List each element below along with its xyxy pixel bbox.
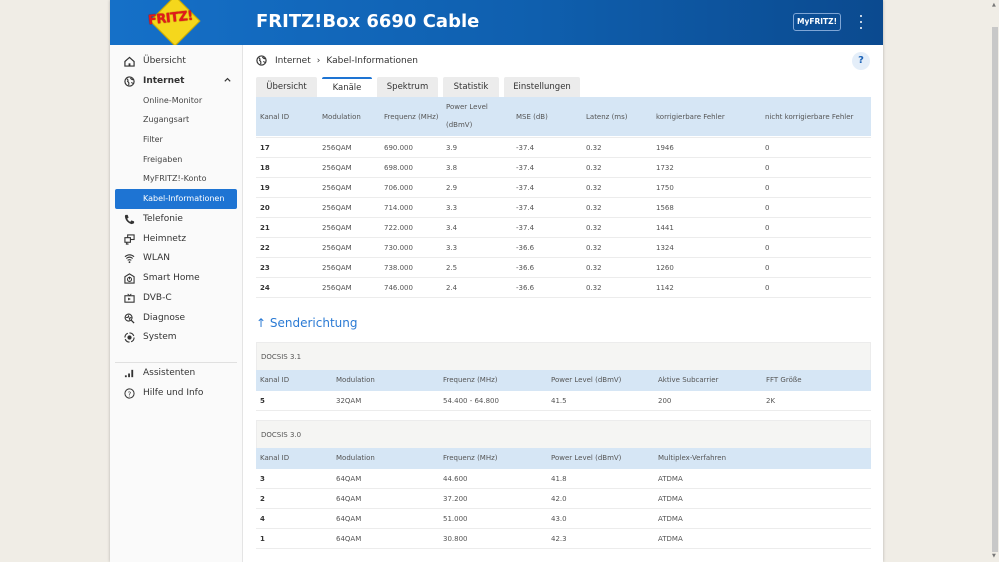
sidebar-item-online-monitor[interactable]: Online-Monitor bbox=[143, 96, 203, 105]
sidebar-item-filter[interactable]: Filter bbox=[143, 135, 163, 144]
breadcrumb-root[interactable]: Internet bbox=[275, 55, 311, 66]
upstream-section-title: ↑ Senderichtung bbox=[256, 316, 358, 330]
sidebar-item-wlan[interactable]: WLAN bbox=[110, 248, 243, 268]
chevron-right-icon: › bbox=[316, 55, 321, 66]
sidebar-item-zugangsart[interactable]: Zugangsart bbox=[143, 115, 190, 124]
table-row: 3 64QAM 44.600 41.8 ATDMA bbox=[256, 469, 871, 489]
table-row: 4 64QAM 51.000 43.0 ATDMA bbox=[256, 509, 871, 529]
sidebar-item-assistenten[interactable]: Assistenten bbox=[110, 363, 243, 383]
smart-home-icon bbox=[123, 272, 135, 284]
sidebar-item-internet[interactable]: Internet bbox=[110, 71, 243, 91]
globe-icon bbox=[256, 55, 267, 66]
tv-icon bbox=[123, 292, 135, 304]
main-content: Internet › Kabel-Informationen ? Übersic… bbox=[244, 45, 883, 562]
sidebar-item-dvb-c[interactable]: DVB-C bbox=[110, 288, 243, 308]
chevron-up-icon[interactable] bbox=[223, 75, 232, 87]
sidebar-item-system[interactable]: System bbox=[110, 327, 243, 347]
table-row: 17 256QAM 690.000 3.9 -37.4 0.32 1946 0 bbox=[256, 138, 871, 158]
table-row: 2 64QAM 37.200 42.0 ATDMA bbox=[256, 489, 871, 509]
more-menu-icon[interactable] bbox=[858, 15, 864, 29]
downstream-table: Kanal ID Modulation Frequenz (MHz) Power… bbox=[256, 97, 871, 298]
diagnose-icon bbox=[123, 312, 135, 324]
tab-uebersicht[interactable]: Übersicht bbox=[256, 77, 317, 97]
docsis30-table: DOCSIS 3.0 Kanal ID Modulation Frequenz … bbox=[256, 420, 871, 549]
downstream-rows: 17 256QAM 690.000 3.9 -37.4 0.32 1946 0 18 256QAM… bbox=[256, 138, 871, 298]
scrollbar-thumb[interactable] bbox=[992, 27, 998, 552]
tab-spektrum[interactable]: Spektrum bbox=[377, 77, 438, 97]
sidebar-item-smart-home[interactable]: Smart Home bbox=[110, 268, 243, 288]
table-row: 20 256QAM 714.000 3.3 -37.4 0.32 1568 0 bbox=[256, 198, 871, 218]
page-title: FRITZ!Box 6690 Cable bbox=[256, 11, 480, 32]
phone-icon bbox=[123, 213, 135, 225]
sidebar-item-freigaben[interactable]: Freigaben bbox=[143, 155, 183, 164]
table-row: 21 256QAM 722.000 3.4 -37.4 0.32 1441 0 bbox=[256, 218, 871, 238]
system-icon bbox=[123, 331, 135, 343]
table-row: 5 32QAM 54.400 - 64.800 41.5 200 2K bbox=[256, 391, 871, 411]
sidebar-divider bbox=[115, 362, 237, 363]
network-icon bbox=[123, 233, 135, 245]
sidebar-item-uebersicht[interactable]: Übersicht bbox=[110, 51, 243, 71]
sidebar-item-heimnetz[interactable]: Heimnetz bbox=[110, 229, 243, 249]
fritz-logo[interactable]: FRITZ! bbox=[110, 0, 243, 47]
docsis31-group-header: DOCSIS 3.1 bbox=[256, 342, 871, 370]
table-row: 1 64QAM 30.800 42.3 ATDMA bbox=[256, 529, 871, 549]
scroll-down-arrow-icon[interactable]: ▼ bbox=[992, 553, 996, 559]
myfritz-button[interactable]: MyFRITZ! bbox=[793, 13, 841, 31]
wifi-icon bbox=[123, 252, 135, 264]
sidebar-item-telefonie[interactable]: Telefonie bbox=[110, 209, 243, 229]
assistant-icon bbox=[123, 367, 135, 379]
scroll-up-arrow-icon[interactable]: ▲ bbox=[992, 2, 996, 8]
sidebar: Übersicht Internet Online-Monitor Zugang… bbox=[110, 45, 243, 562]
table-spacer bbox=[256, 136, 871, 138]
tab-statistik[interactable]: Statistik bbox=[443, 77, 499, 97]
help-button[interactable]: ? bbox=[852, 52, 870, 70]
docsis31-table: DOCSIS 3.1 Kanal ID Modulation Frequenz … bbox=[256, 342, 871, 411]
svg-text:?: ? bbox=[127, 390, 131, 398]
globe-icon bbox=[123, 75, 135, 87]
help-circle-icon: ? bbox=[123, 387, 135, 399]
tab-bar: Übersicht Kanäle Spektrum Statistik Eins… bbox=[256, 77, 585, 97]
table-row: 22 256QAM 730.000 3.3 -36.6 0.32 1324 0 bbox=[256, 238, 871, 258]
sidebar-item-kabel-informationen[interactable]: Kabel-Informationen bbox=[115, 189, 237, 209]
table-header: Kanal ID Modulation Frequenz (MHz) Power… bbox=[256, 370, 871, 391]
sidebar-item-diagnose[interactable]: Diagnose bbox=[110, 308, 243, 328]
table-header: Kanal ID Modulation Frequenz (MHz) Power… bbox=[256, 97, 871, 136]
table-row: 24 256QAM 746.000 2.4 -36.6 0.32 1142 0 bbox=[256, 278, 871, 298]
docsis30-group-header: DOCSIS 3.0 bbox=[256, 420, 871, 448]
table-row: 18 256QAM 698.000 3.8 -37.4 0.32 1732 0 bbox=[256, 158, 871, 178]
fritzbox-app: FRITZ! FRITZ!Box 6690 Cable MyFRITZ! Übe… bbox=[110, 0, 883, 562]
sidebar-item-hilfe-und-info[interactable]: ? Hilfe und Info bbox=[110, 383, 243, 403]
docsis30-rows: 3 64QAM 44.600 41.8 ATDMA 2 64QAM 37.200 42.0 ATD… bbox=[256, 469, 871, 549]
tab-einstellungen[interactable]: Einstellungen bbox=[504, 77, 580, 97]
breadcrumb: Internet › Kabel-Informationen bbox=[256, 55, 418, 66]
sidebar-item-myfritz-konto[interactable]: MyFRITZ!-Konto bbox=[143, 174, 207, 183]
home-icon bbox=[123, 55, 135, 67]
tab-kanaele[interactable]: Kanäle bbox=[322, 77, 372, 97]
table-header: Kanal ID Modulation Frequenz (MHz) Power… bbox=[256, 448, 871, 469]
table-row: 19 256QAM 706.000 2.9 -37.4 0.32 1750 0 bbox=[256, 178, 871, 198]
table-row: 23 256QAM 738.000 2.5 -36.6 0.32 1260 0 bbox=[256, 258, 871, 278]
breadcrumb-current: Kabel-Informationen bbox=[326, 55, 418, 66]
top-header: FRITZ! FRITZ!Box 6690 Cable MyFRITZ! bbox=[110, 0, 883, 47]
